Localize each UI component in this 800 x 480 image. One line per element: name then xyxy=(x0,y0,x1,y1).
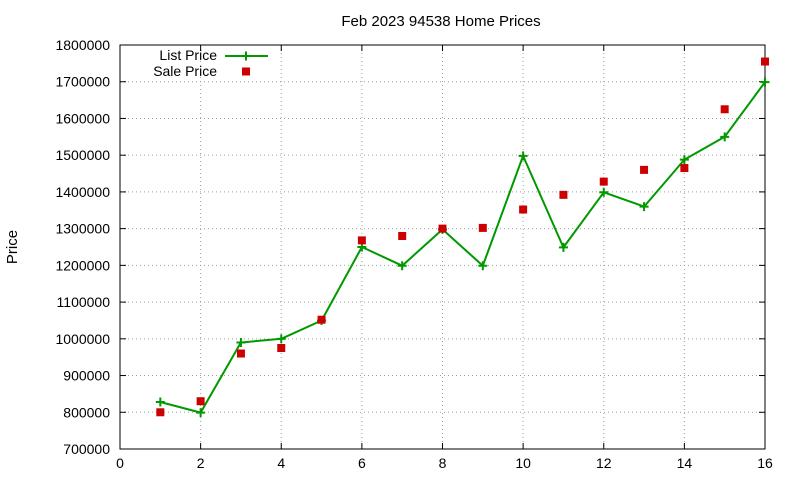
series-sale-price xyxy=(156,57,769,417)
x-tick-label: 2 xyxy=(197,455,205,471)
point-sale-price xyxy=(236,349,245,358)
series-layer xyxy=(155,57,770,418)
x-tick-label: 0 xyxy=(116,455,124,471)
y-tick-label: 1300000 xyxy=(55,221,110,237)
point-list-price xyxy=(155,397,165,407)
point-sale-price xyxy=(680,164,689,173)
axis-ticks xyxy=(119,44,766,450)
y-tick-label: 1100000 xyxy=(57,294,111,310)
point-list-price xyxy=(236,337,246,347)
point-list-price xyxy=(518,151,528,161)
series-list-price xyxy=(155,77,770,418)
y-tick-labels: 700000 800000 900000 1000000 1100000 1200000 1… xyxy=(55,37,110,457)
legend-label-sale-price: Sale Price xyxy=(153,63,217,79)
series-line-list-price xyxy=(160,81,766,414)
y-tick-label: 1500000 xyxy=(55,147,110,163)
point-sale-price xyxy=(196,397,205,406)
point-sale-price xyxy=(761,57,769,66)
y-tick-label: 900000 xyxy=(63,368,110,384)
y-tick-label: 1600000 xyxy=(55,110,110,126)
point-sale-price xyxy=(357,236,366,245)
point-sale-price xyxy=(599,177,608,186)
point-list-price xyxy=(276,334,286,344)
y-tick-label: 1700000 xyxy=(55,74,110,90)
point-list-price xyxy=(599,187,609,197)
x-tick-label: 16 xyxy=(757,455,773,471)
y-axis-label: Price xyxy=(4,230,21,264)
x-tick-label: 12 xyxy=(596,455,612,471)
legend-label-list-price: List Price xyxy=(159,47,217,63)
grid xyxy=(120,45,765,449)
point-list-price xyxy=(679,155,689,165)
point-sale-price xyxy=(398,231,407,240)
point-sale-price xyxy=(478,223,487,232)
x-tick-labels: 0 2 4 6 8 10 12 14 16 xyxy=(116,455,773,471)
y-tick-label: 1800000 xyxy=(55,37,110,53)
chart-title: Feb 2023 94538 Home Prices xyxy=(341,13,540,30)
point-list-price xyxy=(720,132,730,142)
x-tick-label: 8 xyxy=(439,455,447,471)
x-tick-label: 14 xyxy=(677,455,693,471)
point-sale-price xyxy=(438,224,447,233)
point-list-price xyxy=(558,242,568,252)
point-sale-price xyxy=(720,105,729,114)
x-tick-label: 6 xyxy=(358,455,366,471)
y-tick-label: 800000 xyxy=(63,404,110,420)
y-tick-label: 700000 xyxy=(63,441,110,457)
point-sale-price xyxy=(559,190,568,199)
point-sale-price xyxy=(156,408,165,417)
y-tick-label: 1400000 xyxy=(55,184,110,200)
y-tick-label: 1200000 xyxy=(55,257,110,273)
legend: List Price Sale Price xyxy=(153,47,268,79)
point-sale-price xyxy=(519,205,528,214)
point-sale-price xyxy=(640,165,649,174)
point-sale-price xyxy=(317,315,326,324)
x-tick-label: 4 xyxy=(277,455,285,471)
x-tick-label: 10 xyxy=(515,455,531,471)
point-list-price xyxy=(397,261,407,271)
point-list-price xyxy=(760,77,770,87)
legend-marker-sale-price xyxy=(242,67,250,76)
point-sale-price xyxy=(277,344,286,352)
y-tick-label: 1000000 xyxy=(55,331,110,347)
point-list-price xyxy=(478,261,488,271)
legend-marker-list-price xyxy=(241,51,251,61)
point-list-price xyxy=(196,408,206,418)
point-list-price xyxy=(639,202,649,212)
